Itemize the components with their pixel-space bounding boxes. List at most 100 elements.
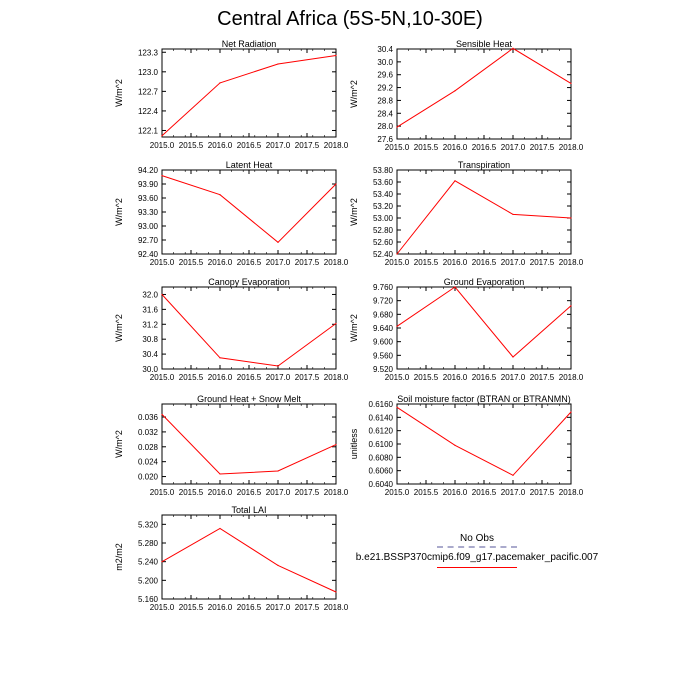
y-tick-label: 5.200 (138, 576, 159, 585)
y-tick-label: 30.4 (142, 350, 158, 359)
x-tick-label: 2017.5 (295, 603, 320, 612)
plot-frame (396, 403, 572, 485)
x-tick-label: 2015.5 (179, 488, 204, 497)
y-axis-label: W/m^2 (349, 80, 359, 108)
x-tick-label: 2017.0 (266, 603, 291, 612)
data-point (454, 180, 456, 182)
x-tick-label: 2017.5 (295, 258, 320, 267)
x-tick-label: 2017.0 (266, 488, 291, 497)
x-tick-label: 2018.0 (559, 143, 584, 152)
panel-title: Sensible Heat (456, 39, 513, 49)
data-point (454, 444, 456, 446)
data-point (396, 406, 398, 408)
y-tick-label: 0.028 (138, 443, 159, 452)
x-tick-label: 2015.5 (179, 373, 204, 382)
x-tick-label: 2015.5 (414, 143, 439, 152)
x-tick-label: 2018.0 (324, 373, 349, 382)
plot-frame (161, 514, 337, 600)
x-tick-label: 2016.0 (208, 488, 233, 497)
series-line (161, 414, 337, 475)
x-tick-label: 2017.0 (501, 143, 526, 152)
legend-model-label: b.e21.BSSP370cmip6.f09_g17.pacemaker_pac… (355, 552, 599, 563)
x-tick-label: 2016.0 (443, 143, 468, 152)
x-tick-label: 2015.5 (414, 373, 439, 382)
y-tick-label: 32.0 (142, 290, 158, 299)
legend-model-line (437, 567, 517, 568)
y-tick-label: 92.70 (138, 236, 159, 245)
x-tick-label: 2016.0 (443, 488, 468, 497)
x-tick-label: 2018.0 (559, 258, 584, 267)
data-point (396, 126, 398, 128)
plot-frame (161, 48, 337, 138)
y-tick-label: 5.320 (138, 520, 159, 529)
panel-title: Ground Heat + Snow Melt (197, 394, 301, 404)
data-point (512, 47, 514, 49)
x-tick-label: 2017.5 (530, 488, 555, 497)
data-point (335, 591, 337, 593)
y-tick-label: 0.032 (138, 428, 159, 437)
y-tick-label: 53.80 (373, 166, 394, 175)
y-axis-label: W/m^2 (114, 430, 124, 458)
x-tick-label: 2015.5 (414, 258, 439, 267)
data-point (570, 411, 572, 413)
y-tick-label: 9.640 (373, 324, 394, 333)
x-tick-label: 2016.0 (443, 258, 468, 267)
legend: No Obs b.e21.BSSP370cmip6.f09_g17.pacema… (352, 533, 602, 568)
y-tick-label: 28.4 (377, 109, 393, 118)
x-tick-label: 2018.0 (559, 373, 584, 382)
data-point (161, 413, 163, 416)
data-point (335, 443, 337, 446)
series-line (161, 55, 337, 137)
panel-5: Canopy Evaporation W/m^2 2015.0 2015.5 2016.… (114, 277, 349, 382)
x-tick-label: 2016.5 (237, 603, 262, 612)
y-tick-label: 53.60 (373, 178, 394, 187)
data-point (161, 293, 163, 296)
data-point (570, 82, 572, 84)
y-tick-label: 9.600 (373, 338, 394, 347)
y-tick-label: 0.6160 (369, 400, 394, 409)
plot-frame (161, 169, 337, 255)
x-tick-label: 2016.0 (208, 141, 233, 150)
x-tick-label: 2016.5 (472, 258, 497, 267)
y-axis-label: W/m^2 (349, 314, 359, 342)
data-point (277, 470, 279, 472)
y-tick-label: 30.8 (142, 335, 158, 344)
x-tick-label: 2015.0 (150, 373, 175, 382)
data-point (335, 183, 337, 185)
y-tick-label: 30.0 (377, 58, 393, 67)
panel-title: Canopy Evaporation (208, 277, 290, 287)
data-point (396, 325, 398, 327)
x-tick-label: 2017.0 (266, 373, 291, 382)
data-point (161, 135, 163, 137)
x-tick-label: 2017.5 (295, 488, 320, 497)
data-point (570, 305, 572, 307)
y-tick-label: 92.40 (138, 250, 159, 259)
data-point (219, 82, 221, 84)
y-tick-label: 29.2 (377, 84, 393, 93)
y-tick-label: 123.0 (138, 68, 159, 77)
y-tick-label: 0.6060 (369, 467, 394, 476)
data-point (277, 365, 279, 367)
x-tick-label: 2016.5 (237, 488, 262, 497)
data-point (454, 286, 456, 288)
y-axis-label: W/m^2 (114, 198, 124, 226)
x-tick-label: 2017.0 (501, 488, 526, 497)
series-line (396, 286, 572, 358)
series-line (161, 527, 337, 593)
page-title: Central Africa (5S-5N,10-30E) (217, 8, 483, 30)
data-point (277, 241, 279, 243)
y-tick-label: 53.40 (373, 190, 394, 199)
y-tick-label: 0.024 (138, 458, 159, 467)
panel-title: Latent Heat (226, 160, 273, 170)
x-tick-label: 2016.5 (472, 488, 497, 497)
series-line (161, 175, 337, 243)
data-point (277, 564, 279, 567)
x-tick-label: 2015.5 (179, 258, 204, 267)
y-tick-label: 31.2 (142, 320, 158, 329)
plot-frame (396, 48, 572, 140)
y-tick-label: 0.6100 (369, 440, 394, 449)
y-tick-label: 0.036 (138, 413, 159, 422)
panel-2: Sensible Heat W/m^2 2015.0 2015.5 2016.0 2016… (349, 39, 584, 152)
y-tick-label: 122.4 (138, 107, 159, 116)
y-tick-label: 53.00 (373, 214, 394, 223)
